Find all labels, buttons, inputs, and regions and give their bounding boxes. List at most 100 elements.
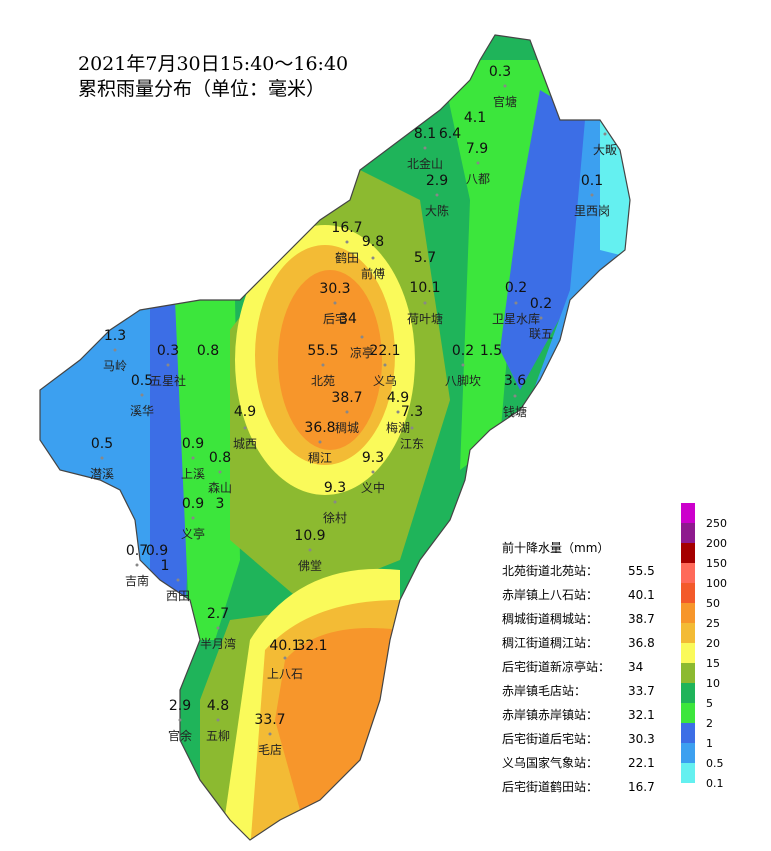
place-name: 官余 — [168, 728, 192, 743]
place-name: 后宅 — [323, 311, 347, 326]
rain-value: 0.8 — [197, 343, 219, 359]
rain-value: 8.1 — [414, 126, 436, 142]
place-name: 八脚坎 — [445, 373, 481, 388]
scale-label: 0.5 — [706, 757, 724, 770]
station-dot — [178, 718, 182, 722]
top10-station: 后宅街道后宅站： — [502, 731, 598, 746]
rain-value: 0.5 — [91, 436, 113, 452]
rain-value: 1.3 — [104, 328, 126, 344]
scale-label: 20 — [706, 637, 720, 650]
station-dot — [423, 301, 427, 305]
station-dot — [321, 363, 325, 367]
place-name: 稠城 — [335, 421, 359, 435]
station-dot — [218, 470, 222, 474]
station-dot — [383, 363, 387, 367]
station-dot — [590, 193, 594, 197]
top10-value: 38.7 — [628, 612, 655, 626]
station-dot — [166, 363, 170, 367]
rain-value: 0.3 — [157, 343, 179, 359]
rain-value: 3 — [216, 496, 225, 512]
rain-value: 1 — [161, 558, 170, 574]
place-name: 潜溪 — [90, 467, 114, 481]
top10-station: 北苑街道北苑站： — [502, 564, 598, 578]
station-dot — [308, 548, 312, 552]
station-dot — [191, 456, 195, 460]
scale-label: 2 — [706, 717, 713, 730]
rain-value: 0.3 — [489, 64, 511, 80]
rain-value: 0.1 — [581, 173, 603, 189]
place-name: 吉南 — [125, 573, 149, 588]
place-name: 里西岗 — [574, 204, 610, 218]
rain-value: 7.9 — [466, 141, 488, 157]
rain-value: 9.8 — [362, 234, 384, 250]
top10-station: 后宅街道新凉亭站： — [502, 659, 610, 674]
rain-value: 2.9 — [426, 173, 448, 189]
rain-value: 4.1 — [464, 110, 486, 126]
station-dot — [176, 578, 180, 582]
rain-value: 0.2 — [505, 280, 527, 296]
top10-value: 34 — [628, 660, 643, 674]
station-dot — [410, 426, 414, 430]
station-dot — [360, 335, 364, 339]
title-line: 2021年7月30日15:40～16:40 — [78, 53, 348, 75]
rain-value: 0.8 — [209, 450, 231, 466]
station-dot — [113, 348, 117, 352]
station-dot — [140, 393, 144, 397]
rain-value: 4.8 — [207, 698, 229, 714]
rain-value: 0.9 — [146, 543, 168, 559]
scale-label: 15 — [706, 657, 720, 670]
rain-value: 0.5 — [131, 373, 153, 389]
station-dot — [371, 256, 375, 260]
rain-value: 0.2 — [530, 296, 552, 312]
scale-swatch — [681, 543, 695, 563]
station-dot — [476, 161, 480, 165]
place-name: 五星社 — [150, 373, 186, 388]
top10-value: 32.1 — [628, 708, 655, 722]
station-dot — [100, 456, 104, 460]
station-dot — [514, 301, 518, 305]
place-name: 梅湖 — [386, 420, 410, 435]
rain-value: 34 — [339, 311, 357, 327]
scale-label: 250 — [706, 517, 727, 530]
rain-value: 5.7 — [414, 250, 436, 266]
place-name: 溪华 — [130, 404, 154, 418]
scale-swatch — [681, 503, 695, 523]
station-dot — [135, 563, 139, 567]
station-dot — [318, 440, 322, 444]
rain-value: 32.1 — [296, 638, 327, 654]
station-dot — [191, 516, 195, 520]
rain-value: 2.9 — [169, 698, 191, 714]
station-dot — [243, 426, 247, 430]
place-name: 官塘 — [493, 94, 517, 109]
rain-value: 55.5 — [307, 343, 338, 359]
rain-value: 40.1 — [269, 638, 300, 654]
top10-station: 赤岸镇赤岸镇站： — [502, 708, 598, 722]
rain-value: 9.3 — [324, 480, 346, 496]
top10-value: 36.8 — [628, 636, 655, 650]
place-name: 大陈 — [425, 203, 449, 218]
top10-title: 前十降水量（mm） — [502, 540, 609, 555]
top10-station: 赤岸镇上八石站： — [502, 588, 598, 602]
scale-swatch — [681, 683, 695, 703]
station-dot — [345, 240, 349, 244]
place-name: 钱塘 — [503, 404, 527, 419]
place-name: 荷叶塘 — [407, 311, 443, 326]
station-dot — [603, 132, 607, 136]
rain-value: 0.2 — [452, 343, 474, 359]
scale-label: 25 — [706, 617, 720, 630]
rain-value: 0.9 — [182, 436, 204, 452]
rain-value: 22.1 — [369, 343, 400, 359]
place-name: 义亭 — [181, 526, 205, 541]
place-name: 大畈 — [593, 143, 617, 157]
place-name: 马岭 — [103, 359, 127, 373]
top10-value: 33.7 — [628, 684, 655, 698]
place-name: 城西 — [233, 437, 257, 451]
place-name: 联五 — [529, 327, 553, 341]
rain-value: 10.1 — [409, 280, 440, 296]
scale-swatch — [681, 723, 695, 743]
place-name: 江东 — [400, 437, 424, 451]
rain-value: 38.7 — [331, 390, 362, 406]
title-line: 累积雨量分布（单位：毫米） — [78, 78, 325, 100]
station-dot — [503, 84, 507, 88]
